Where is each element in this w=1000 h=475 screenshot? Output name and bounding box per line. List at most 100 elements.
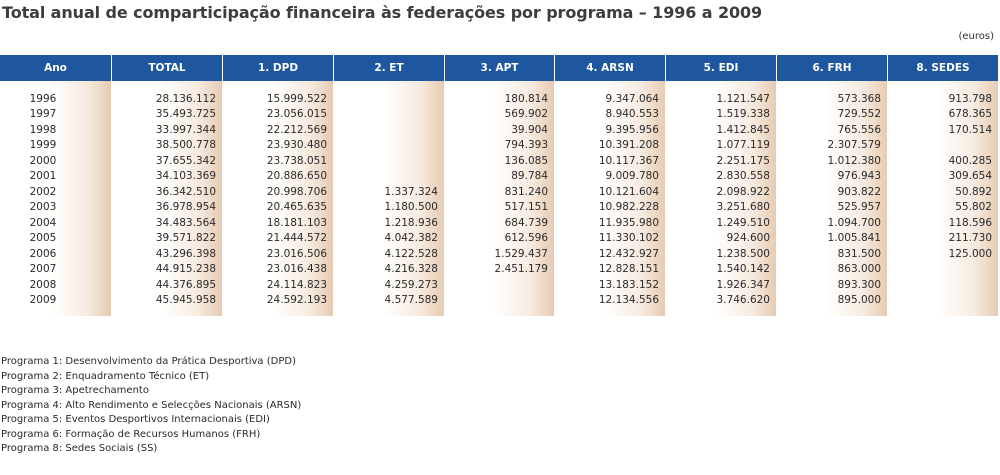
cell-sedes: 309.654 <box>887 168 998 184</box>
table-row: 2002 36.342.510 20.998.706 1.337.324 831.240… <box>0 184 998 200</box>
cell-frh: 863.000 <box>776 261 887 277</box>
cell-dpd: 23.930.480 <box>222 137 333 153</box>
spacer-cell <box>444 81 554 91</box>
cell-apt: 2.451.179 <box>444 261 554 277</box>
spacer-cell <box>333 308 444 316</box>
cell-edi: 1.412.845 <box>665 122 776 138</box>
unit-label: (euros) <box>958 31 994 42</box>
cell-et: 1.218.936 <box>333 215 444 231</box>
cell-frh: 976.943 <box>776 168 887 184</box>
cell-sedes <box>887 277 998 293</box>
header-frh: 6. FRH <box>776 55 887 81</box>
spacer-cell <box>111 308 222 316</box>
cell-total: 34.103.369 <box>111 168 222 184</box>
cell-total: 28.136.112 <box>111 91 222 107</box>
cell-sedes: 118.596 <box>887 215 998 231</box>
cell-frh: 573.368 <box>776 91 887 107</box>
cell-apt: 39.904 <box>444 122 554 138</box>
cell-total: 44.915.238 <box>111 261 222 277</box>
spacer-cell <box>665 81 776 91</box>
funding-table: Ano TOTAL 1. DPD 2. ET 3. APT 4. ARSN 5.… <box>0 55 998 316</box>
cell-year: 1998 <box>0 122 111 138</box>
cell-frh: 831.500 <box>776 246 887 262</box>
program-legend: Programa 1: Desenvolvimento da Prática D… <box>1 355 301 457</box>
cell-apt <box>444 277 554 293</box>
cell-total: 35.493.725 <box>111 106 222 122</box>
cell-dpd: 23.056.015 <box>222 106 333 122</box>
table-row: 2008 44.376.895 24.114.823 4.259.273 13.183.… <box>0 277 998 293</box>
cell-year: 2004 <box>0 215 111 231</box>
header-apt: 3. APT <box>444 55 554 81</box>
cell-apt: 89.784 <box>444 168 554 184</box>
cell-total: 36.342.510 <box>111 184 222 200</box>
cell-dpd: 23.016.506 <box>222 246 333 262</box>
cell-arsn: 12.828.151 <box>554 261 665 277</box>
cell-edi: 1.540.142 <box>665 261 776 277</box>
table-row: 1997 35.493.725 23.056.015 569.902 8.940.553… <box>0 106 998 122</box>
header-sedes: 8. SEDES <box>887 55 998 81</box>
cell-arsn: 10.391.208 <box>554 137 665 153</box>
spacer-cell <box>776 81 887 91</box>
spacer-cell <box>0 308 111 316</box>
cell-total: 39.571.822 <box>111 230 222 246</box>
table-row: 2001 34.103.369 20.886.650 89.784 9.009.780 2… <box>0 168 998 184</box>
cell-edi: 2.830.558 <box>665 168 776 184</box>
cell-apt <box>444 292 554 308</box>
cell-apt: 180.814 <box>444 91 554 107</box>
cell-year: 2003 <box>0 199 111 215</box>
cell-arsn: 9.347.064 <box>554 91 665 107</box>
spacer-cell <box>222 81 333 91</box>
cell-frh: 765.556 <box>776 122 887 138</box>
table-body: 1996 28.136.112 15.999.522 180.814 9.347.064… <box>0 81 998 316</box>
cell-frh: 2.307.579 <box>776 137 887 153</box>
cell-arsn: 11.330.102 <box>554 230 665 246</box>
header-edi: 5. EDI <box>665 55 776 81</box>
cell-year: 2006 <box>0 246 111 262</box>
cell-arsn: 10.117.367 <box>554 153 665 169</box>
cell-edi: 3.251.680 <box>665 199 776 215</box>
cell-edi: 2.251.175 <box>665 153 776 169</box>
cell-et <box>333 153 444 169</box>
cell-apt: 794.393 <box>444 137 554 153</box>
cell-frh: 895.000 <box>776 292 887 308</box>
legend-item-et: Programa 2: Enquadramento Técnico (ET) <box>1 370 210 382</box>
header-et: 2. ET <box>333 55 444 81</box>
cell-arsn: 11.935.980 <box>554 215 665 231</box>
cell-et: 1.337.324 <box>333 184 444 200</box>
cell-apt: 612.596 <box>444 230 554 246</box>
cell-et <box>333 137 444 153</box>
cell-et <box>333 106 444 122</box>
cell-et <box>333 122 444 138</box>
spacer-cell <box>111 81 222 91</box>
cell-apt: 831.240 <box>444 184 554 200</box>
cell-total: 45.945.958 <box>111 292 222 308</box>
table-row: 1999 38.500.778 23.930.480 794.393 10.391.20… <box>0 137 998 153</box>
table-row: 1996 28.136.112 15.999.522 180.814 9.347.064… <box>0 91 998 107</box>
cell-dpd: 20.886.650 <box>222 168 333 184</box>
cell-dpd: 24.592.193 <box>222 292 333 308</box>
cell-et <box>333 168 444 184</box>
cell-sedes: 50.892 <box>887 184 998 200</box>
cell-year: 1996 <box>0 91 111 107</box>
cell-edi: 1.519.338 <box>665 106 776 122</box>
cell-arsn: 9.395.956 <box>554 122 665 138</box>
spacer-cell <box>444 308 554 316</box>
cell-edi: 3.746.620 <box>665 292 776 308</box>
table-row: 2005 39.571.822 21.444.572 4.042.382 612.596… <box>0 230 998 246</box>
cell-arsn: 10.121.604 <box>554 184 665 200</box>
cell-et: 4.577.589 <box>333 292 444 308</box>
header-total: TOTAL <box>111 55 222 81</box>
cell-year: 2008 <box>0 277 111 293</box>
table-row: 2009 45.945.958 24.592.193 4.577.589 12.134.… <box>0 292 998 308</box>
spacer-cell <box>0 81 111 91</box>
cell-apt: 517.151 <box>444 199 554 215</box>
cell-arsn: 10.982.228 <box>554 199 665 215</box>
spacer-cell <box>665 308 776 316</box>
cell-edi: 1.926.347 <box>665 277 776 293</box>
cell-year: 2002 <box>0 184 111 200</box>
legend-item-dpd: Programa 1: Desenvolvimento da Prática D… <box>1 356 296 367</box>
cell-et <box>333 91 444 107</box>
cell-total: 33.997.344 <box>111 122 222 138</box>
cell-dpd: 20.998.706 <box>222 184 333 200</box>
cell-edi: 2.098.922 <box>665 184 776 200</box>
